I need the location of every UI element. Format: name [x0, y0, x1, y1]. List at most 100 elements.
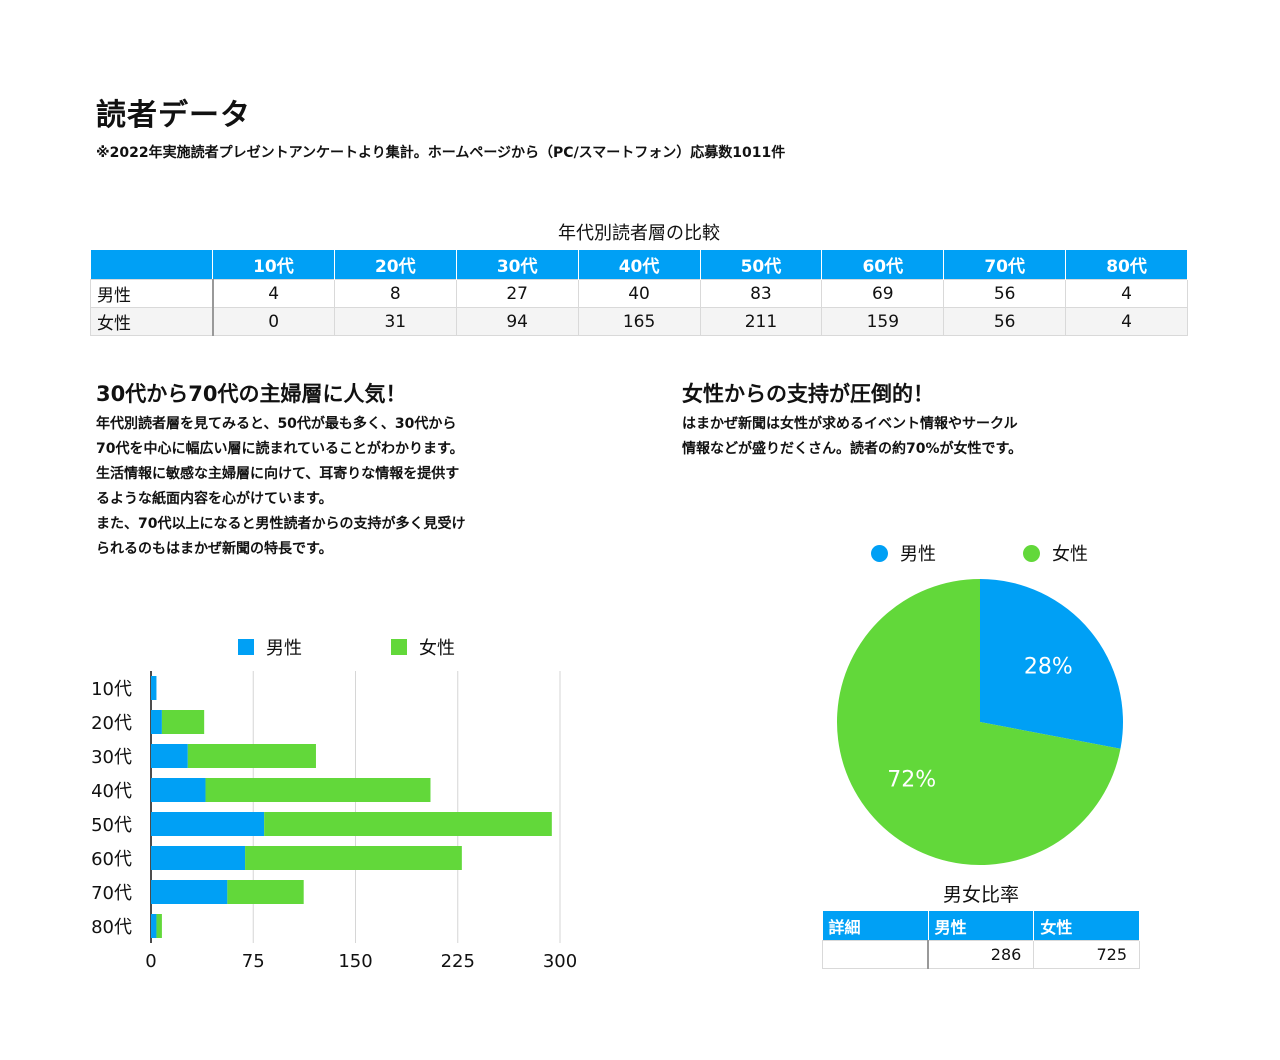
table-cell: 4 [1065, 279, 1188, 308]
ratio-male-count: 286 [927, 940, 1035, 969]
body-line: られるのもはまかぜ新聞の特長です。 [96, 541, 333, 557]
table-cell: 4 [1065, 307, 1188, 336]
pie-chart-title: 男女比率 [942, 884, 1019, 906]
legend-label: 女性 [419, 638, 455, 659]
legend-label: 女性 [1052, 544, 1088, 565]
table-cell: 0 [212, 307, 335, 336]
x-tick-label: 75 [242, 951, 265, 972]
age-table-header-cell: 60代 [821, 250, 945, 280]
bar-male [151, 846, 246, 870]
ratio-table-header-row: 詳細 男性 女性 [822, 911, 1140, 941]
pie-data-label: 72% [887, 768, 936, 793]
legend-swatch-female [391, 639, 407, 655]
bar-female [187, 744, 316, 768]
row-label-male: 男性 [90, 279, 214, 308]
bar-male [151, 676, 157, 700]
table-cell: 211 [699, 307, 823, 336]
bar-female [227, 880, 304, 904]
y-tick-label: 80代 [91, 917, 132, 938]
y-tick-label: 50代 [91, 815, 132, 836]
y-tick-label: 20代 [91, 713, 132, 734]
ratio-header-cell: 女性 [1033, 911, 1140, 941]
right-section-body: はまかぜ新聞は女性が求めるイベント情報やサークル 情報などが盛りだくさん。読者の… [682, 412, 1122, 462]
legend-swatch-male [238, 639, 254, 655]
table-cell: 40 [577, 279, 701, 308]
age-table-header-cell: 20代 [334, 250, 457, 280]
ratio-female-count: 725 [1033, 940, 1140, 969]
pie-data-label: 28% [1024, 654, 1073, 679]
y-tick-label: 60代 [91, 849, 132, 870]
y-tick-label: 40代 [91, 781, 132, 802]
ratio-header-cell: 詳細 [822, 911, 929, 941]
table-cell: 31 [333, 307, 457, 336]
legend-dot-female [1023, 544, 1040, 562]
table-cell: 165 [577, 307, 701, 336]
ratio-row-label [822, 940, 930, 969]
bar-male [151, 710, 162, 734]
gender-pie-chart: 28% 72% [837, 579, 1123, 865]
age-table: 10代 20代 30代 40代 50代 60代 70代 80代 男性 4 8 2… [90, 250, 1188, 336]
x-tick-label: 0 [145, 951, 156, 972]
table-cell: 83 [699, 279, 823, 308]
bar-male [151, 914, 157, 938]
body-line: また、70代以上になると男性読者からの支持が多く見受け [96, 516, 466, 532]
legend-label: 男性 [266, 638, 302, 659]
pie-legend-male: 男性 [871, 540, 936, 566]
page-title: 読者データ [96, 98, 251, 133]
age-table-header-row: 10代 20代 30代 40代 50代 60代 70代 80代 [90, 250, 1188, 280]
x-tick-label: 225 [441, 951, 475, 972]
table-cell: 8 [333, 279, 457, 308]
age-table-header-cell: 50代 [700, 250, 823, 280]
pie-slice-female [837, 579, 1121, 865]
table-cell: 56 [943, 307, 1067, 336]
bar-male [151, 778, 206, 802]
legend-dot-male [871, 544, 888, 562]
ratio-table: 詳細 男性 女性 286 725 [822, 911, 1140, 969]
table-cell: 4 [212, 279, 335, 308]
left-section-heading: 30代から70代の主婦層に人気！ [96, 382, 407, 406]
table-row: 286 725 [822, 940, 1140, 969]
survey-note: ※2022年実施読者プレゼントアンケートより集計。ホームページから（PC/スマー… [96, 145, 786, 161]
body-line: るような紙面内容を心がけています。 [96, 491, 333, 507]
pie-legend-female: 女性 [1023, 540, 1088, 566]
age-table-header-cell: 30代 [456, 250, 579, 280]
body-line: 生活情報に敏感な主婦層に向けて、耳寄りな情報を提供す [96, 466, 460, 482]
bar-male [151, 880, 228, 904]
x-tick-label: 150 [338, 951, 372, 972]
bar-legend-male: 男性 [238, 634, 302, 660]
table-cell: 94 [455, 307, 579, 336]
right-section-heading: 女性からの支持が圧倒的！ [682, 382, 934, 406]
y-tick-label: 10代 [91, 679, 132, 700]
ratio-header-cell: 男性 [928, 911, 1035, 941]
bar-female [205, 778, 431, 802]
legend-label: 男性 [900, 544, 936, 565]
bar-female [161, 710, 205, 734]
body-line: 年代別読者層を見てみると、50代が最も多く、30代から [96, 416, 457, 432]
y-tick-label: 70代 [91, 883, 132, 904]
age-table-title: 年代別読者層の比較 [558, 223, 720, 244]
table-cell: 159 [821, 307, 945, 336]
row-label-female: 女性 [90, 307, 214, 336]
age-table-header-cell: 70代 [943, 250, 1067, 280]
pie-slice-male [980, 579, 1123, 749]
x-tick-label: 300 [543, 951, 577, 972]
body-line: 情報などが盛りだくさん。読者の約70%が女性です。 [682, 441, 1023, 457]
bar-male [151, 812, 265, 836]
stacked-bar-chart: 0 75 150 225 300 10代 20代 30代 40代 50代 60代 70代 80代 [91, 671, 577, 972]
body-line: 70代を中心に幅広い層に読まれていることがわかります。 [96, 441, 464, 457]
bar-female [156, 914, 162, 938]
bar-male [151, 744, 188, 768]
left-section-body: 年代別読者層を見てみると、50代が最も多く、30代から 70代を中心に幅広い層に… [96, 412, 556, 562]
age-table-header-cell [90, 250, 213, 280]
table-cell: 69 [821, 279, 945, 308]
table-cell: 56 [943, 279, 1067, 308]
age-table-header-cell: 10代 [212, 250, 335, 280]
bar-female [245, 846, 462, 870]
bar-legend-female: 女性 [391, 634, 455, 660]
table-cell: 27 [455, 279, 579, 308]
table-row: 女性 0 31 94 165 211 159 56 4 [90, 307, 1188, 336]
bar-female [264, 812, 552, 836]
y-tick-label: 30代 [91, 747, 132, 768]
table-row: 男性 4 8 27 40 83 69 56 4 [90, 279, 1188, 308]
age-table-header-cell: 40代 [578, 250, 701, 280]
